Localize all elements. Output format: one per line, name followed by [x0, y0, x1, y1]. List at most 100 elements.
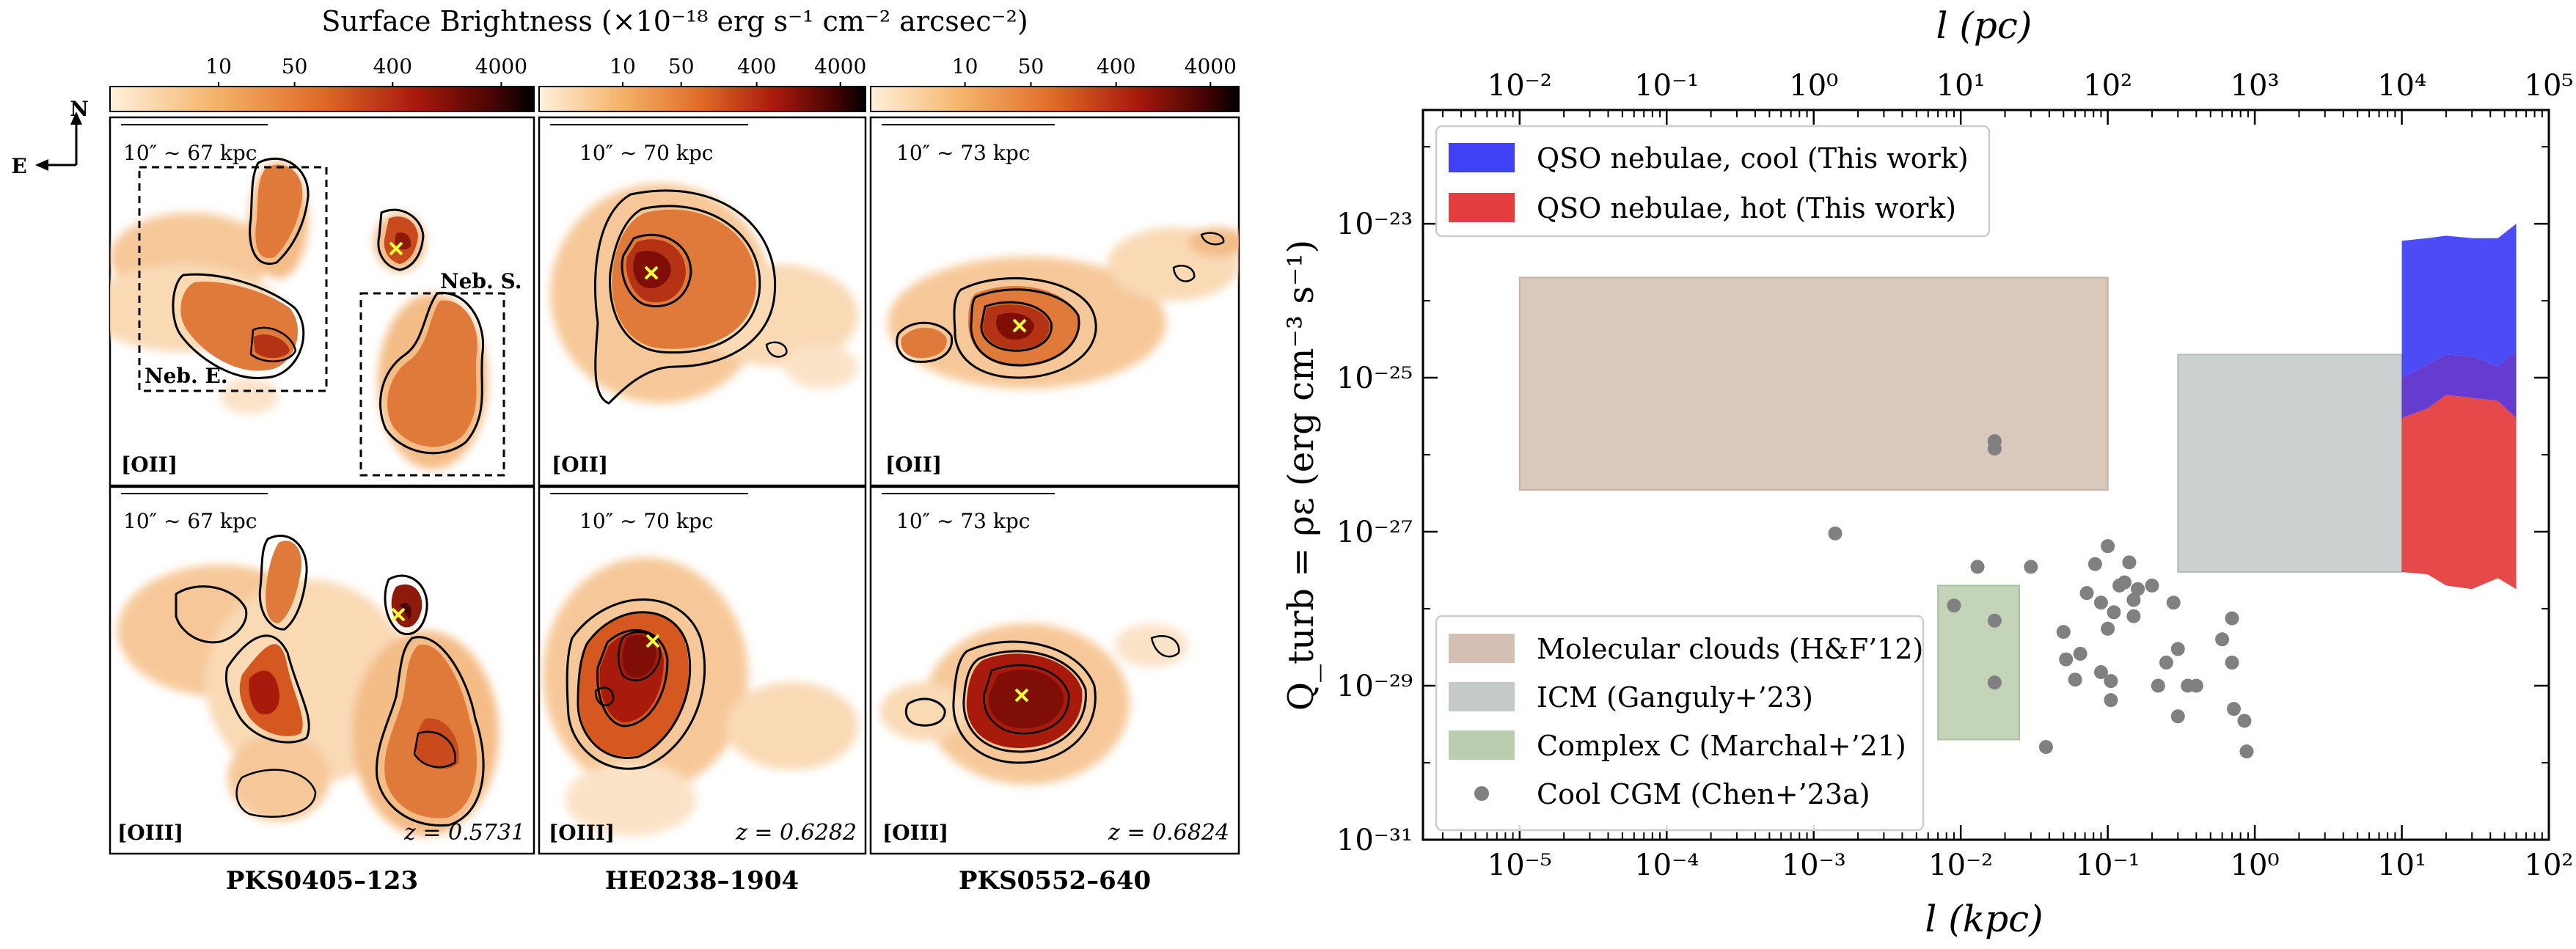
data-point — [2122, 555, 2137, 570]
plot-frame — [1421, 109, 2550, 841]
y-axis-label: Q_turb = ρε (erg cm⁻³ s⁻¹) — [1281, 240, 1322, 711]
data-point — [2215, 632, 2230, 647]
data-point — [2126, 609, 2141, 623]
neb-e-label: Neb. E. — [144, 364, 228, 388]
legend-label: Complex C (Marchal+’21) — [1537, 730, 1906, 762]
chart: 10⁻⁵ 10⁻⁴ 10⁻³ 10⁻² 10⁻¹ 10⁰ 10¹ 10² 10⁻² 10⁻¹ 10⁰… — [1281, 4, 2573, 940]
field-name-pks0405: PKS0405–123 — [226, 866, 418, 895]
y-tick-label: 10⁻²⁹ — [1336, 670, 1413, 703]
panel-he0238-oiii: 10″ ∼ 70 kpc [OIII] z = 0.6282 — [538, 486, 867, 855]
data-point — [2104, 693, 2118, 708]
data-point — [2225, 655, 2239, 670]
redshift-label: z = 0.6824 — [1108, 820, 1229, 846]
band-cool — [2401, 224, 2517, 378]
legend-swatch — [1449, 193, 1515, 222]
data-point — [2237, 714, 2252, 728]
compass: N E — [11, 97, 88, 178]
data-point — [2107, 605, 2121, 620]
legend-label: ICM (Ganguly+’23) — [1537, 681, 1813, 714]
x-tick-label: 10² — [2525, 849, 2574, 882]
scalebar-label: 10″ ∼ 67 kpc — [123, 509, 257, 533]
data-point — [2093, 596, 2108, 610]
data-point — [2056, 625, 2071, 640]
y-tick-label: 10⁻²⁷ — [1336, 516, 1413, 549]
colorbar-tick-label: 50 — [282, 54, 308, 78]
data-point — [2073, 646, 2087, 661]
x-tick-label: 10⁻² — [1928, 849, 1993, 882]
x2-tick-label: 10¹ — [1936, 69, 1986, 103]
colorbar-tick-label: 10 — [205, 54, 232, 78]
row-label-oii: [OII] — [121, 452, 178, 477]
legend-label: QSO nebulae, cool (This work) — [1537, 142, 1969, 175]
scalebar-label: 10″ ∼ 70 kpc — [579, 141, 713, 165]
data-point — [2104, 674, 2118, 689]
x2-tick-label: 10⁰ — [1789, 69, 1838, 103]
data-point — [2068, 673, 2082, 687]
data-point — [2038, 740, 2053, 755]
x-tick-label: 10⁰ — [2231, 849, 2280, 882]
legend-label: Molecular clouds (H&F’12) — [1537, 633, 1923, 665]
data-point — [2239, 744, 2254, 759]
quasar-marker — [1012, 318, 1027, 333]
data-point — [1987, 675, 2002, 690]
colorbar-tick-label: 10 — [610, 54, 636, 78]
colorbar-b — [538, 86, 866, 112]
panel-pks0552-oii: 10″ ∼ 73 kpc [OII] — [869, 116, 1240, 487]
quasar-marker — [391, 607, 406, 622]
scalebar-label: 10″ ∼ 73 kpc — [896, 141, 1030, 165]
region-icm — [2177, 353, 2403, 573]
colorbar-tick-label: 400 — [373, 54, 412, 78]
colorbar-tick-label: 50 — [1018, 54, 1044, 78]
data-point — [2145, 578, 2159, 593]
row-label-oiii: [OIII] — [117, 821, 183, 845]
data-point — [2170, 709, 2185, 724]
panel-pks0405-oii: Neb. E. Neb. S. 10″ ∼ 67 kpc [OII] — [109, 116, 535, 487]
x2-tick-label: 10⁻² — [1488, 69, 1552, 103]
data-point — [2226, 702, 2241, 717]
data-point — [2101, 621, 2115, 636]
panel-pks0552-oiii: 10″ ∼ 73 kpc [OIII] z = 0.6824 — [869, 486, 1240, 855]
data-point — [1987, 613, 2002, 628]
band-hot — [2401, 395, 2517, 590]
data-point — [2131, 582, 2145, 596]
y-tick-label: 10⁻²³ — [1336, 208, 1413, 241]
neb-e-box — [138, 166, 328, 392]
row-label-oiii: [OIII] — [549, 821, 615, 845]
data-point — [2079, 586, 2094, 601]
y-tick-label: 10⁻²⁵ — [1336, 362, 1413, 395]
data-point — [1987, 441, 2002, 456]
legend-swatch — [1449, 634, 1515, 663]
x-tick-label: 10¹ — [2377, 849, 2426, 882]
x2-tick-label: 10⁵ — [2525, 69, 2574, 103]
legend-top: QSO nebulae, cool (This work) QSO nebulae… — [1435, 125, 1991, 238]
data-point — [2189, 678, 2203, 693]
data-point — [2087, 557, 2102, 571]
x2-tick-label: 10⁴ — [2377, 69, 2426, 103]
neb-s-label: Neb. S. — [440, 269, 522, 293]
legend-swatch — [1449, 682, 1515, 711]
field-name-pks0552: PKS0552–640 — [959, 866, 1151, 895]
data-point — [1828, 526, 1843, 541]
scalebar-label: 10″ ∼ 70 kpc — [579, 509, 713, 533]
quasar-marker — [644, 265, 659, 280]
colorbar-tick-label: 50 — [668, 54, 695, 78]
scalebar-label: 10″ ∼ 67 kpc — [123, 141, 257, 165]
x-tick-label: 10⁻⁵ — [1488, 849, 1552, 882]
scalebar-label: 10″ ∼ 73 kpc — [896, 509, 1030, 533]
data-point — [2101, 539, 2115, 554]
colorbar-tick-label: 400 — [737, 54, 776, 78]
row-label-oii: [OII] — [552, 452, 608, 477]
colorbar-c — [870, 86, 1240, 112]
quasar-marker — [645, 634, 660, 648]
x2-tick-label: 10³ — [2231, 69, 2280, 103]
x-tick-label: 10⁻¹ — [2076, 849, 2140, 882]
data-point — [2059, 652, 2074, 667]
data-point — [2166, 596, 2181, 610]
region-molecular — [1518, 276, 2109, 491]
colorbar-tick-label: 10 — [952, 54, 978, 78]
row-label-oiii: [OIII] — [882, 821, 948, 845]
colorbar-tick-label: 400 — [1097, 54, 1135, 78]
x-axis-label: l (kpc) — [1925, 898, 2043, 940]
legend-swatch — [1449, 730, 1515, 760]
